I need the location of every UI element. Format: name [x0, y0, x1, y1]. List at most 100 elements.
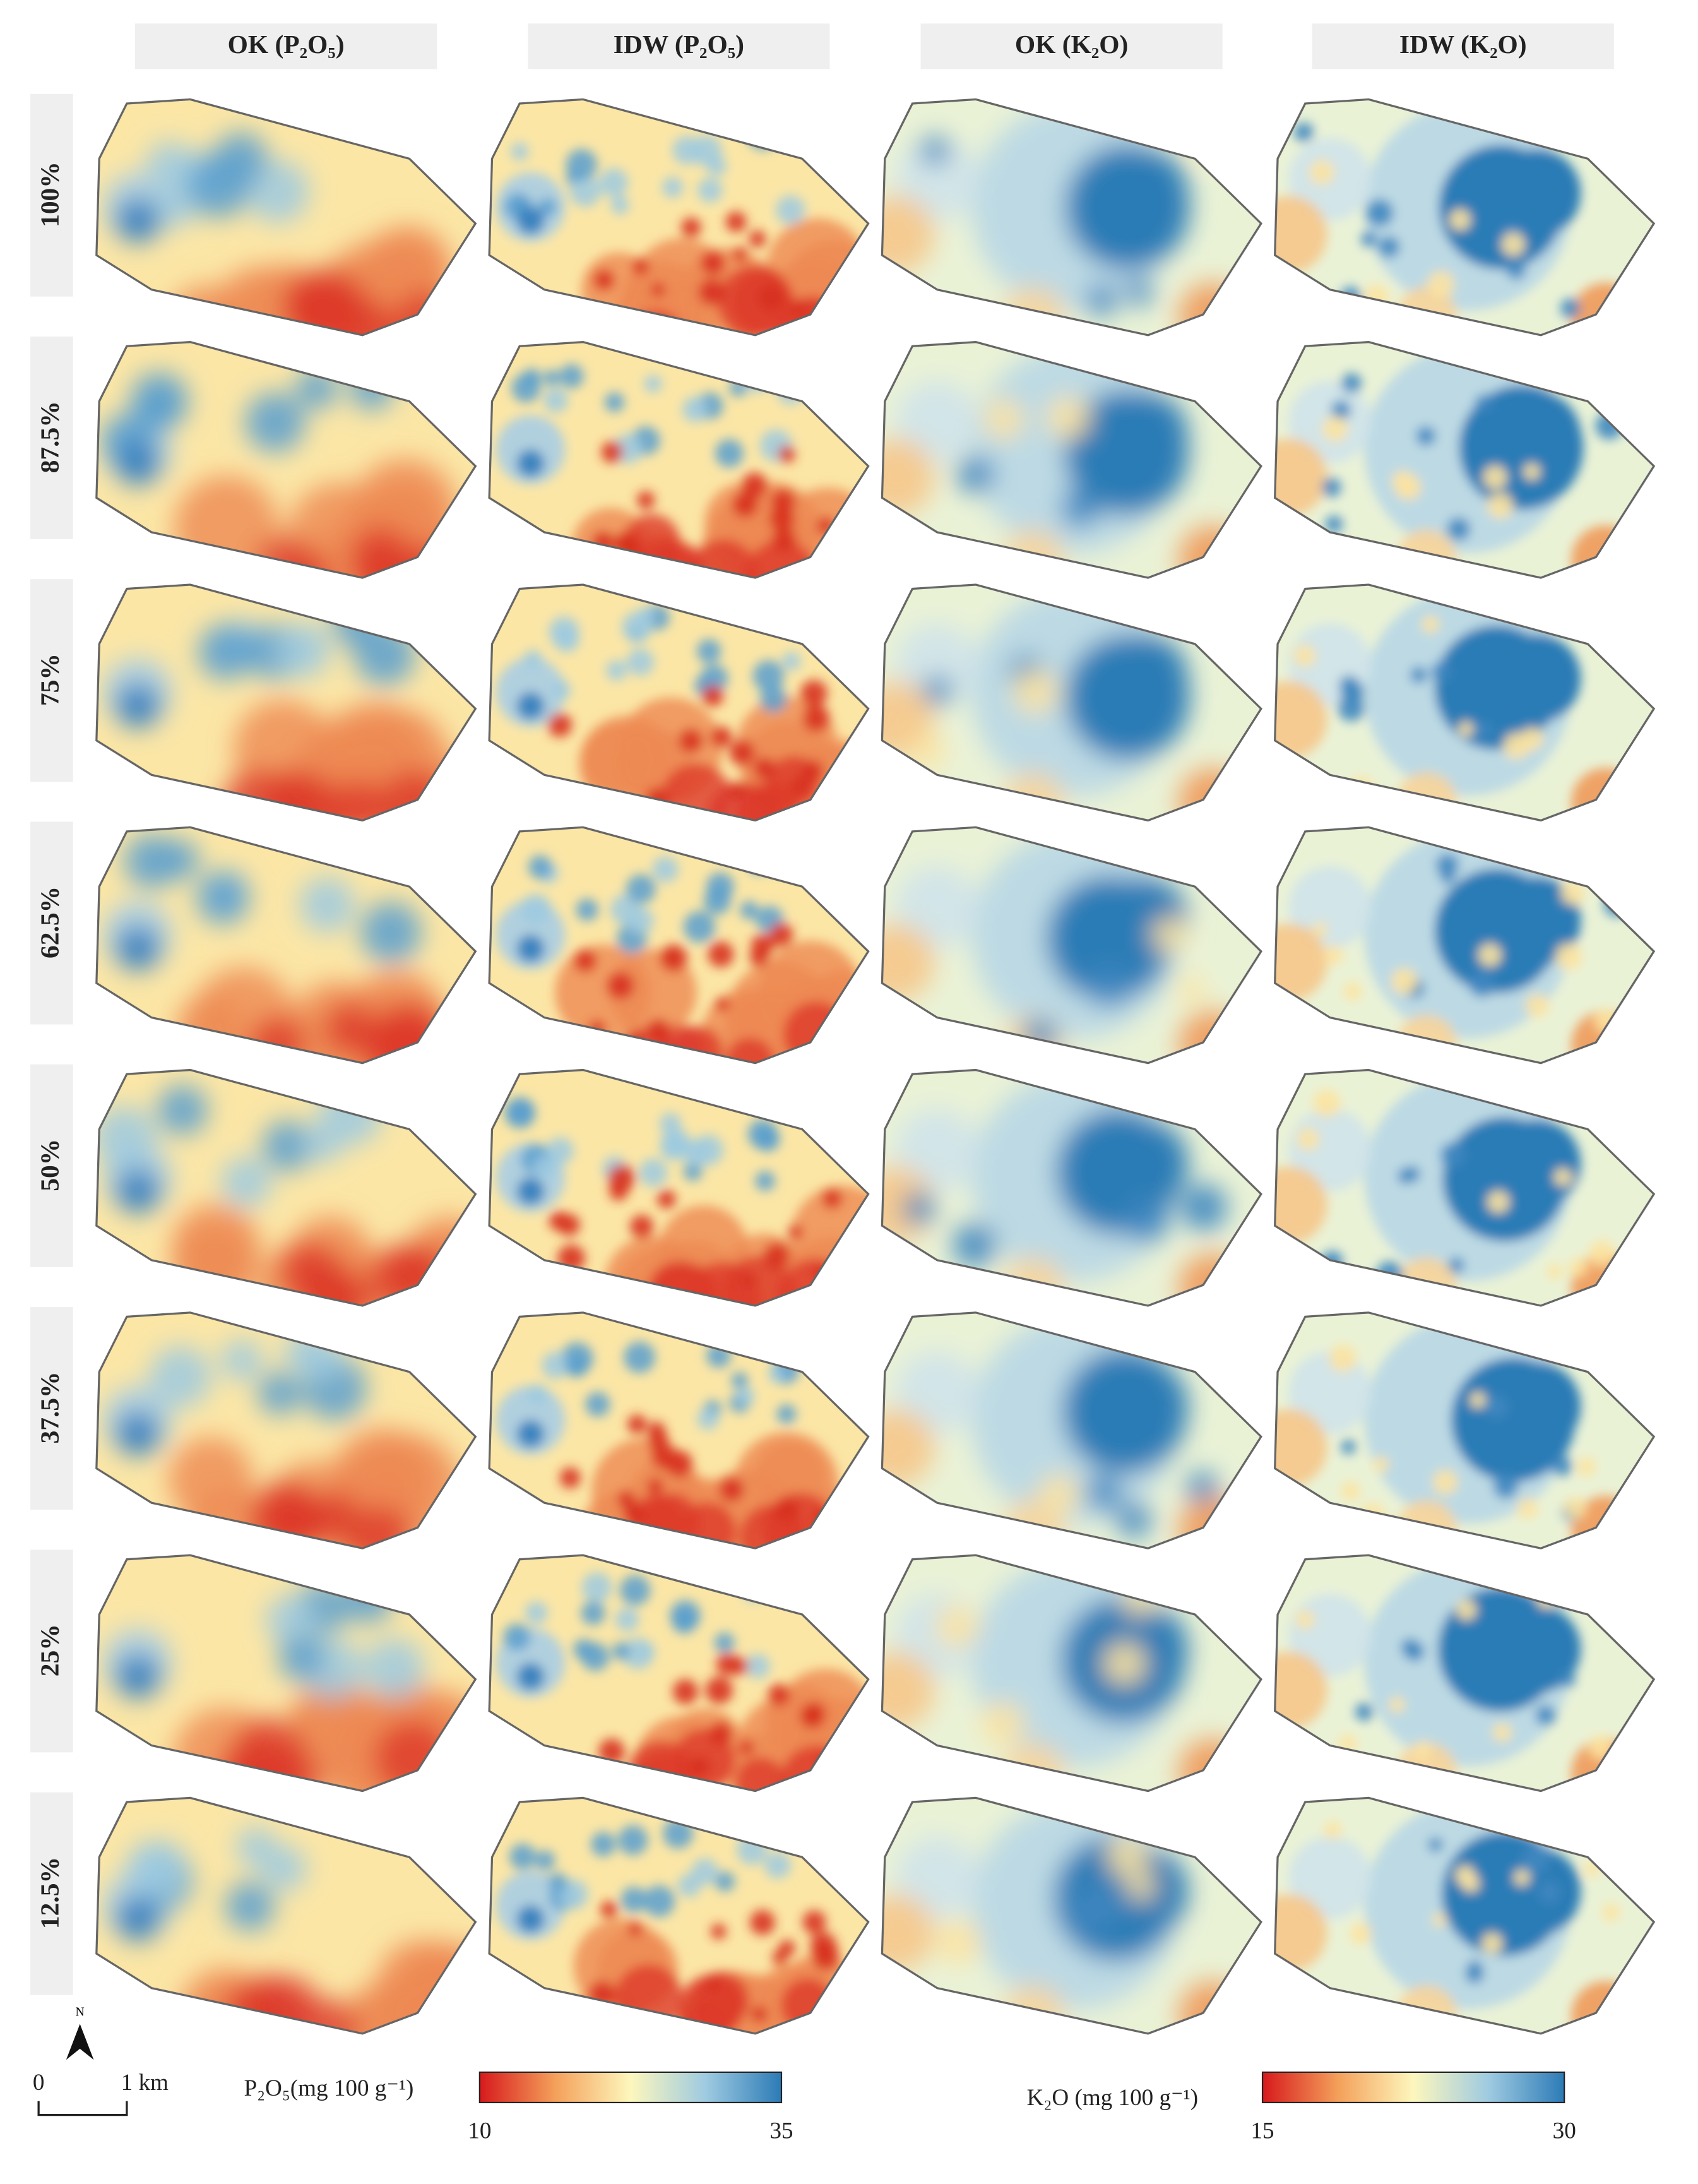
map-blob	[1608, 134, 1627, 155]
map-blob	[1571, 1981, 1641, 2034]
map-blob	[528, 855, 552, 879]
map-blob	[516, 1662, 545, 1691]
row-box	[30, 579, 73, 782]
map-blob	[608, 1164, 636, 1192]
map-blob	[896, 866, 979, 949]
map-blob	[683, 910, 716, 943]
map-blob	[1003, 529, 1064, 578]
scale-end: 1 km	[121, 2070, 169, 2096]
map-blob	[511, 373, 541, 403]
map-blob	[1492, 634, 1581, 723]
map-blob	[1365, 199, 1394, 227]
map-blob	[729, 739, 755, 766]
map-outline	[488, 583, 870, 822]
map-blob	[628, 1921, 643, 1936]
map-blob	[1427, 270, 1455, 298]
map	[95, 1311, 477, 1549]
map	[1274, 98, 1656, 337]
map-outline	[488, 1554, 870, 1793]
map-blob	[882, 1409, 935, 1486]
map-blob	[1447, 517, 1470, 541]
map-blob	[1295, 1610, 1315, 1630]
map-blob	[812, 1943, 840, 1971]
map-blob	[1492, 876, 1581, 965]
scale-start: 0	[33, 2070, 45, 2096]
map-blob	[768, 1683, 790, 1706]
map-blob	[764, 1242, 791, 1269]
map-blob	[718, 265, 793, 335]
header-box	[920, 23, 1223, 69]
map-blob	[1324, 945, 1344, 965]
map	[95, 98, 477, 337]
map-blob	[1602, 1903, 1620, 1921]
map-blob	[615, 534, 641, 560]
map-blob	[1003, 772, 1064, 821]
map-surface	[96, 1312, 476, 1549]
map-blob	[759, 685, 787, 713]
map-blob	[1359, 1503, 1386, 1530]
map-blob	[1378, 236, 1400, 258]
map-blob	[1274, 1166, 1327, 1244]
map-blob	[1589, 1735, 1613, 1760]
map-blob	[882, 196, 935, 273]
map-blob	[1523, 463, 1541, 480]
map-blob	[1396, 529, 1457, 578]
map-outline	[488, 1311, 870, 1549]
map-blob	[647, 1478, 663, 1495]
map-blob	[736, 1387, 755, 1405]
header-box	[134, 23, 437, 69]
row-box	[30, 336, 73, 539]
map-blob	[581, 1601, 605, 1626]
map-blob	[258, 1371, 302, 1416]
map	[488, 341, 870, 579]
map-blob	[554, 626, 579, 652]
map-blob	[742, 362, 771, 392]
legend-min: 15	[1250, 2118, 1274, 2144]
map-blob	[757, 284, 785, 311]
map-blob	[330, 780, 386, 821]
map-blob	[1288, 1351, 1372, 1434]
map-blob	[1178, 1981, 1248, 2034]
map-blob	[1023, 1018, 1057, 1053]
map-blob	[790, 300, 807, 317]
map-blob	[302, 1123, 343, 1163]
map-blob	[1571, 768, 1641, 821]
map-blob	[262, 1120, 314, 1172]
map-blob	[601, 441, 623, 463]
map-blob	[1560, 881, 1585, 905]
map-blob	[1339, 675, 1360, 696]
map-blob	[1122, 1584, 1155, 1617]
map-blob	[632, 258, 649, 275]
map-blob	[708, 941, 734, 968]
map-blob	[1492, 1847, 1581, 1936]
map-blob	[935, 1606, 978, 1649]
map-blob	[159, 839, 199, 880]
map-blob	[610, 196, 629, 215]
map-blob	[956, 455, 995, 494]
map-blob	[548, 1872, 568, 1892]
map	[881, 341, 1262, 579]
map-blob	[569, 176, 601, 207]
map-blob	[1589, 1240, 1615, 1267]
map-blob	[370, 1245, 436, 1306]
map-blob	[1305, 777, 1320, 793]
map-blob	[1410, 666, 1427, 684]
map-blob	[1492, 391, 1581, 480]
map-surface	[96, 99, 476, 335]
map-blob	[802, 705, 830, 732]
map-blob	[1125, 278, 1154, 307]
map-blob	[778, 1940, 796, 1957]
map-blob	[701, 251, 725, 275]
map-blob	[1274, 924, 1327, 1001]
map-blob	[734, 1757, 787, 1791]
map-blob	[706, 156, 727, 176]
map-blob	[644, 374, 662, 393]
map-blob	[626, 648, 655, 676]
map-blob	[1274, 1409, 1327, 1486]
map-blob	[1571, 525, 1641, 578]
map-outline	[488, 1796, 870, 2035]
map-blob	[1178, 1010, 1248, 1063]
map-outline	[881, 1554, 1262, 1793]
maps	[95, 98, 1656, 2035]
